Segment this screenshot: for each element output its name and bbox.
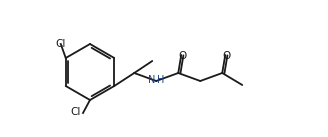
Text: Cl: Cl [55, 39, 66, 49]
Text: H: H [157, 75, 165, 85]
Text: N: N [148, 75, 155, 85]
Text: O: O [178, 51, 186, 61]
Text: Cl: Cl [71, 107, 81, 117]
Text: O: O [222, 51, 230, 61]
